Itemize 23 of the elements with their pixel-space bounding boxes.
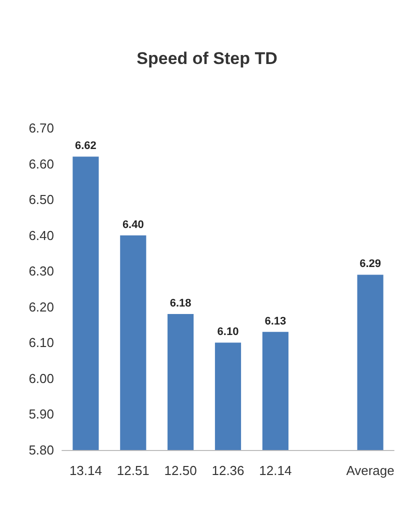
x-tick-label: 12.14 <box>259 463 292 478</box>
y-tick-label: 6.60 <box>28 156 54 172</box>
data-label: 6.62 <box>75 140 96 152</box>
y-tick-label: 6.40 <box>28 228 54 243</box>
chart-title: Speed of Step TD <box>136 49 278 68</box>
x-tick-label: 12.51 <box>116 463 150 478</box>
y-tick-label: 6.20 <box>28 299 54 314</box>
x-tick-label: 13.14 <box>69 463 102 478</box>
x-tick-label: 12.36 <box>212 463 244 478</box>
y-tick-label: 5.80 <box>28 442 54 458</box>
y-tick-label: 6.30 <box>28 264 54 279</box>
y-tick-label: 6.50 <box>28 192 54 208</box>
data-label: 6.29 <box>360 258 381 270</box>
x-tick-label: Average <box>346 463 394 478</box>
y-tick-label: 6.00 <box>28 370 54 386</box>
y-tick-label: 6.70 <box>28 120 54 136</box>
y-tick-label: 5.90 <box>28 406 54 422</box>
data-label: 6.18 <box>170 298 192 310</box>
x-tick-label: 12.50 <box>164 463 197 478</box>
data-label: 6.13 <box>264 315 286 328</box>
y-tick-label: 6.10 <box>28 335 54 350</box>
data-label: 6.40 <box>122 218 144 231</box>
data-label: 6.10 <box>217 326 239 338</box>
